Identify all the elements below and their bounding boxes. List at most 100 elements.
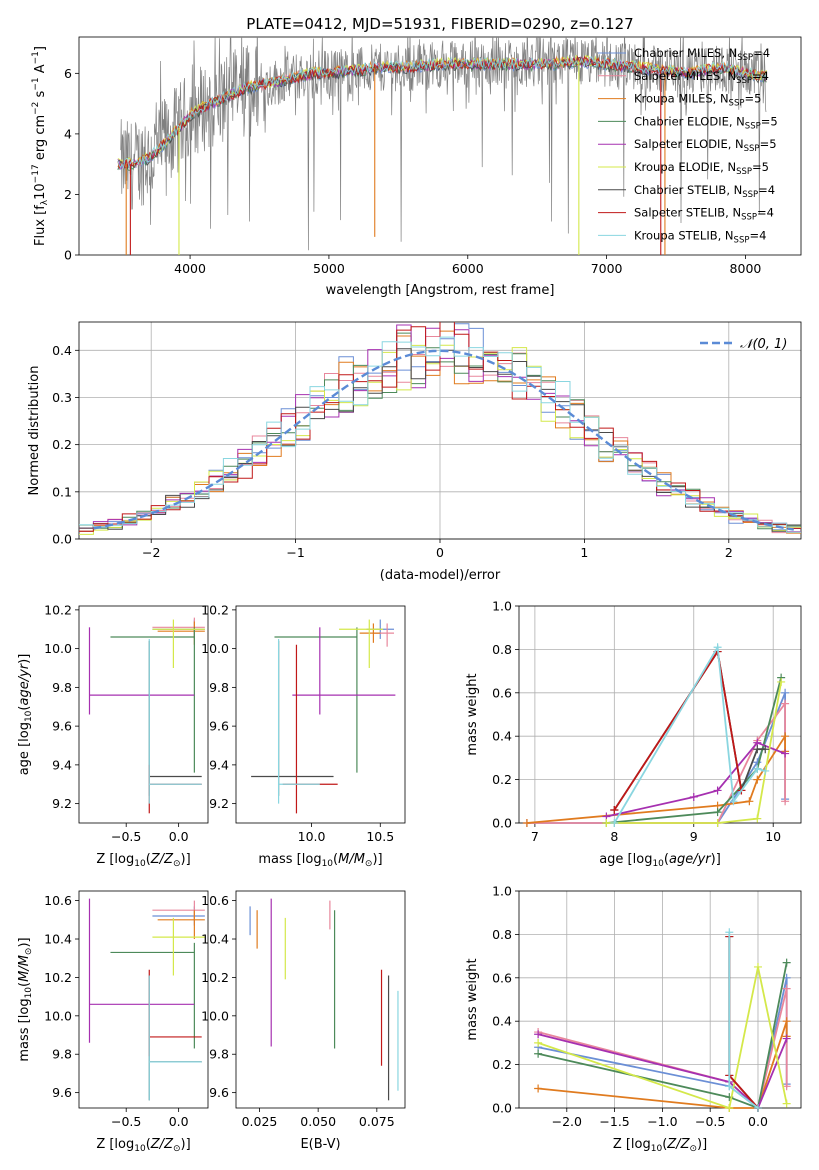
weight-line bbox=[537, 966, 788, 1110]
weight-marker bbox=[777, 677, 786, 686]
normal-curve-line bbox=[93, 349, 794, 531]
weight-series-chabrier-stelib bbox=[725, 932, 762, 1112]
x-tick-label: 4000 bbox=[174, 261, 206, 276]
weight-marker bbox=[522, 819, 531, 827]
errorbar-chabrier-elodie bbox=[110, 627, 195, 773]
x-tick-label: 2 bbox=[725, 545, 733, 560]
y-tick-label: 0.8 bbox=[492, 642, 512, 657]
axes-mass_vs_ebv: 0.025 0.050 0.075 9.6 9.8 10.0 10.2 10.4 10.6 E(B… bbox=[201, 890, 406, 1152]
errorbar-kroupa-miles bbox=[359, 623, 381, 643]
axes-age_vs_Z: −0.5 0.0 9.2 9.4 9.6 9.8 10.0 10.2 Z [log10(Z/Z⊙… bbox=[17, 602, 209, 869]
y-tick-label: 10.2 bbox=[201, 602, 229, 617]
errorbar-chabrier-elodie bbox=[110, 942, 195, 1049]
weight-marker bbox=[725, 1104, 734, 1112]
errorbar-kroupa-miles bbox=[157, 621, 205, 645]
y-tick-label: 10.6 bbox=[201, 893, 229, 908]
weight-marker bbox=[729, 797, 738, 806]
x-tick-label: 0.0 bbox=[169, 1114, 189, 1129]
weight-line bbox=[613, 649, 743, 811]
weight-series-salpeter-miles bbox=[522, 699, 790, 827]
weight-marker bbox=[753, 775, 762, 784]
x-tick-label: 5000 bbox=[313, 261, 345, 276]
y-tick-label: 0.2 bbox=[492, 1057, 512, 1072]
x-tick-label: 0.050 bbox=[300, 1114, 336, 1129]
weight-line bbox=[613, 649, 766, 811]
weight-marker bbox=[782, 984, 791, 993]
x-tick-label: 1 bbox=[580, 545, 588, 560]
weight-series-kroupa-stelib bbox=[610, 643, 770, 827]
x-axis-label: E(B-V) bbox=[300, 1137, 340, 1152]
y-tick-label: 4 bbox=[64, 126, 72, 141]
axes-frame bbox=[235, 605, 406, 824]
legend-label-chabrier-miles: Chabrier MILES, NSSP=4 bbox=[634, 46, 770, 63]
x-tick-label: 10.0 bbox=[298, 829, 326, 844]
x-tick-label: 7000 bbox=[591, 261, 623, 276]
errorbar-kroupa-elodie bbox=[152, 619, 205, 668]
x-tick-label: −2 bbox=[142, 545, 160, 560]
x-axis-label: age [log10(age/yr)] bbox=[599, 852, 721, 869]
y-tick-label: 9.8 bbox=[52, 680, 72, 695]
weight-series-kroupa-stelib bbox=[725, 928, 762, 1112]
x-axis-label: (data-model)/error bbox=[380, 568, 501, 583]
y-axis-label: Normed distribution bbox=[27, 366, 42, 496]
errorbars bbox=[88, 898, 205, 1101]
legend-label-kroupa-miles: Kroupa MILES, NSSP=5 bbox=[634, 92, 761, 109]
errorbar-salpeter-miles bbox=[152, 617, 205, 637]
y-tick-label: 9.6 bbox=[52, 1085, 72, 1100]
y-tick-label: 0.0 bbox=[492, 816, 512, 831]
y-tick-label: 2 bbox=[64, 187, 72, 202]
weight-marker bbox=[689, 792, 698, 801]
axes-weight_vs_Z: −2.0 −1.5 −1.0 −0.5 0.0 0.0 0.2 0.4 0.6 0.8 1.0 Z [… bbox=[465, 884, 802, 1154]
errorbar-kroupa-elodie bbox=[152, 917, 205, 976]
legend-label-normal: 𝒩(0, 1) bbox=[740, 337, 787, 352]
weight-marker bbox=[782, 1099, 791, 1108]
spectrum-model-kroupa-stelib bbox=[117, 56, 767, 169]
x-tick-label: 6000 bbox=[452, 261, 484, 276]
x-tick-label: 10 bbox=[765, 829, 781, 844]
y-tick-label: 0.4 bbox=[492, 729, 512, 744]
y-tick-label: 0.8 bbox=[492, 927, 512, 942]
legend-label-salpeter-miles: Salpeter MILES, NSSP=4 bbox=[634, 69, 769, 86]
y-tick-label: 0.0 bbox=[52, 532, 72, 547]
weight-lines bbox=[522, 643, 790, 827]
spectrum-legend: Chabrier MILES, NSSP=4 Salpeter MILES, NS… bbox=[598, 46, 778, 245]
errorbar-salpeter-elodie bbox=[88, 898, 195, 1043]
y-tick-label: 0.1 bbox=[52, 484, 72, 499]
axes-age_vs_mass: 10.0 10.5 9.2 9.4 9.6 9.8 10.0 10.2 mass [log10(… bbox=[201, 602, 406, 869]
x-tick-label: −1.5 bbox=[599, 1114, 629, 1129]
x-tick-label: −0.5 bbox=[695, 1114, 725, 1129]
axes-frame bbox=[78, 605, 209, 824]
spectrum-model-salpeter-stelib bbox=[117, 55, 767, 170]
y-tick-label: 0.4 bbox=[52, 343, 72, 358]
y-tick-label: 9.2 bbox=[52, 796, 72, 811]
y-tick-label: 9.8 bbox=[209, 1047, 229, 1062]
y-tick-label: 9.6 bbox=[209, 719, 229, 734]
weight-marker bbox=[713, 643, 722, 652]
y-tick-label: 0 bbox=[64, 248, 72, 263]
y-tick-label: 9.2 bbox=[209, 796, 229, 811]
weight-marker bbox=[745, 797, 754, 806]
errorbar-chabrier-miles bbox=[152, 906, 205, 926]
x-tick-label: −2.0 bbox=[552, 1114, 582, 1129]
y-tick-label: 0.0 bbox=[492, 1101, 512, 1116]
y-tick-label: 6 bbox=[64, 66, 72, 81]
y-tick-label: 9.6 bbox=[52, 719, 72, 734]
histogram-steps bbox=[79, 322, 801, 535]
y-axis-label: mass weight bbox=[465, 673, 480, 755]
weight-marker bbox=[713, 808, 722, 817]
weight-line bbox=[537, 1033, 788, 1110]
weight-marker bbox=[725, 1082, 734, 1091]
y-axis-label: mass [log10(M/M⊙)] bbox=[17, 937, 34, 1061]
errorbar-kroupa-stelib bbox=[148, 638, 202, 804]
x-tick-label: 10.5 bbox=[366, 829, 394, 844]
y-tick-label: 0.2 bbox=[492, 772, 512, 787]
weight-marker bbox=[610, 819, 619, 827]
weight-marker bbox=[725, 928, 734, 937]
y-tick-label: 9.4 bbox=[209, 757, 229, 772]
legend-label-chabrier-elodie: Chabrier ELODIE, NSSP=5 bbox=[634, 114, 778, 131]
weight-marker bbox=[781, 797, 790, 806]
errorbars bbox=[249, 898, 399, 1101]
x-axis-label: Z [log10(Z/Z⊙)] bbox=[96, 1137, 190, 1154]
axes-frame bbox=[78, 36, 802, 256]
